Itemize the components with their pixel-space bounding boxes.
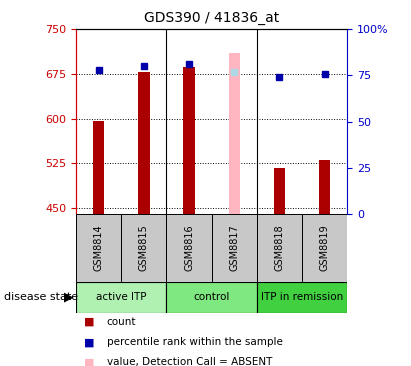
Text: ■: ■ [84, 357, 95, 366]
Text: disease state: disease state [4, 292, 78, 302]
Text: GSM8814: GSM8814 [94, 225, 104, 271]
Bar [183, 67, 195, 214]
Bar [302, 214, 347, 282]
Text: active ITP: active ITP [96, 292, 146, 302]
Bar [166, 282, 257, 313]
Text: percentile rank within the sample: percentile rank within the sample [107, 337, 283, 347]
Text: GSM8818: GSM8818 [275, 225, 284, 271]
Text: GSM8816: GSM8816 [184, 225, 194, 271]
Title: GDS390 / 41836_at: GDS390 / 41836_at [144, 11, 279, 26]
Text: GSM8817: GSM8817 [229, 225, 239, 271]
Bar [274, 168, 285, 214]
Bar [93, 120, 104, 214]
Bar [319, 160, 330, 214]
Text: value, Detection Call = ABSENT: value, Detection Call = ABSENT [107, 357, 272, 366]
Bar [76, 282, 166, 313]
Text: control: control [194, 292, 230, 302]
Bar [212, 214, 257, 282]
Bar [76, 214, 121, 282]
Bar [257, 282, 347, 313]
Text: ITP in remission: ITP in remission [261, 292, 343, 302]
Text: GSM8819: GSM8819 [320, 225, 330, 271]
Bar [121, 214, 166, 282]
Text: ▶: ▶ [65, 291, 74, 304]
Bar [166, 214, 212, 282]
Text: ■: ■ [84, 337, 95, 347]
Bar [138, 72, 150, 214]
Bar [257, 214, 302, 282]
Bar [229, 53, 240, 214]
Text: GSM8815: GSM8815 [139, 225, 149, 271]
Text: count: count [107, 317, 136, 327]
Text: ■: ■ [84, 317, 95, 327]
